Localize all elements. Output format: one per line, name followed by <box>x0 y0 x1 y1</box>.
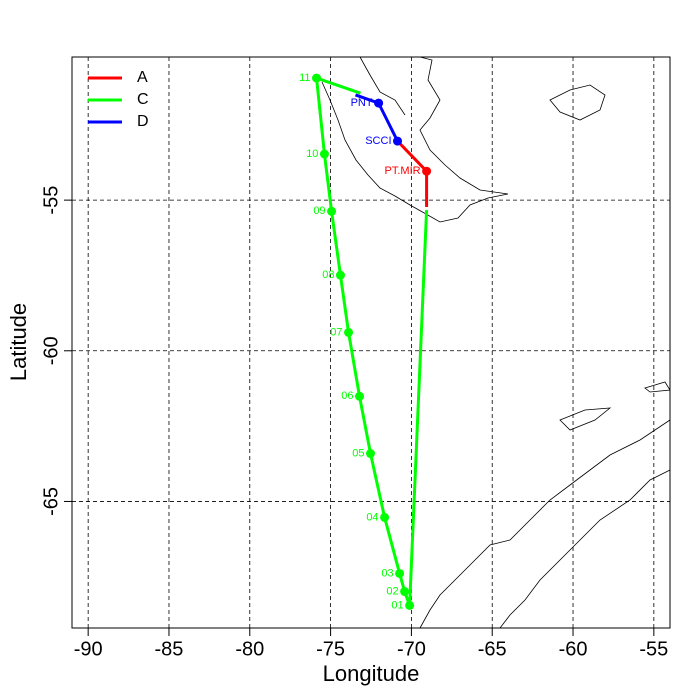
x-tick-label: -80 <box>235 638 264 660</box>
track-point <box>393 136 403 146</box>
plot-frame <box>71 56 671 629</box>
x-tick-label: -70 <box>397 638 426 660</box>
coastlines <box>321 56 671 629</box>
coastline <box>359 56 406 116</box>
x-tick-label: -65 <box>478 638 507 660</box>
track-point <box>395 568 405 578</box>
track-point <box>400 587 410 597</box>
track-point <box>422 166 432 176</box>
coastline <box>549 84 606 121</box>
track-point <box>405 600 415 610</box>
x-tick-label: -85 <box>155 638 184 660</box>
y-tick-label: -55 <box>40 186 62 215</box>
point-label: 04 <box>366 511 378 523</box>
point-label: PT.MIR <box>385 165 421 177</box>
track-point <box>335 270 345 280</box>
legend-label: D <box>137 113 149 130</box>
point-label: 11 <box>299 72 310 84</box>
point-label: 10 <box>306 148 318 160</box>
track-point <box>380 512 390 522</box>
track-point <box>355 391 365 401</box>
track-point <box>327 206 337 216</box>
point-label: PNT <box>351 97 373 109</box>
x-tick-label: -75 <box>316 638 345 660</box>
y-tick-label: -65 <box>40 487 62 516</box>
point-label: 08 <box>322 269 334 281</box>
coastline <box>644 381 671 393</box>
point-label: 01 <box>391 599 403 611</box>
coastline <box>559 407 612 431</box>
track-point <box>374 98 384 108</box>
x-tick-label: -60 <box>559 638 588 660</box>
x-tick-label: -90 <box>74 638 103 660</box>
coastline <box>321 56 509 223</box>
x-axis-title: Longitude <box>323 661 420 686</box>
point-label: 09 <box>313 205 325 217</box>
track-line <box>314 75 429 606</box>
x-tick-label: -55 <box>639 638 668 660</box>
point-label: 03 <box>381 567 393 579</box>
point-label: 07 <box>330 326 342 338</box>
track-point <box>344 327 354 337</box>
y-axis-title: Latitude <box>6 303 31 381</box>
point-label: 06 <box>341 390 353 402</box>
track-point <box>319 149 329 159</box>
point-label: 02 <box>386 585 398 597</box>
point-label: 05 <box>352 447 364 459</box>
legend-label: C <box>137 91 149 108</box>
track-point <box>366 449 376 459</box>
legend-label: A <box>137 69 148 86</box>
coastline <box>419 419 671 629</box>
point-label: SCCI <box>365 135 391 147</box>
coastline <box>499 469 671 629</box>
y-tick-label: -60 <box>40 336 62 365</box>
track-point <box>312 73 322 83</box>
